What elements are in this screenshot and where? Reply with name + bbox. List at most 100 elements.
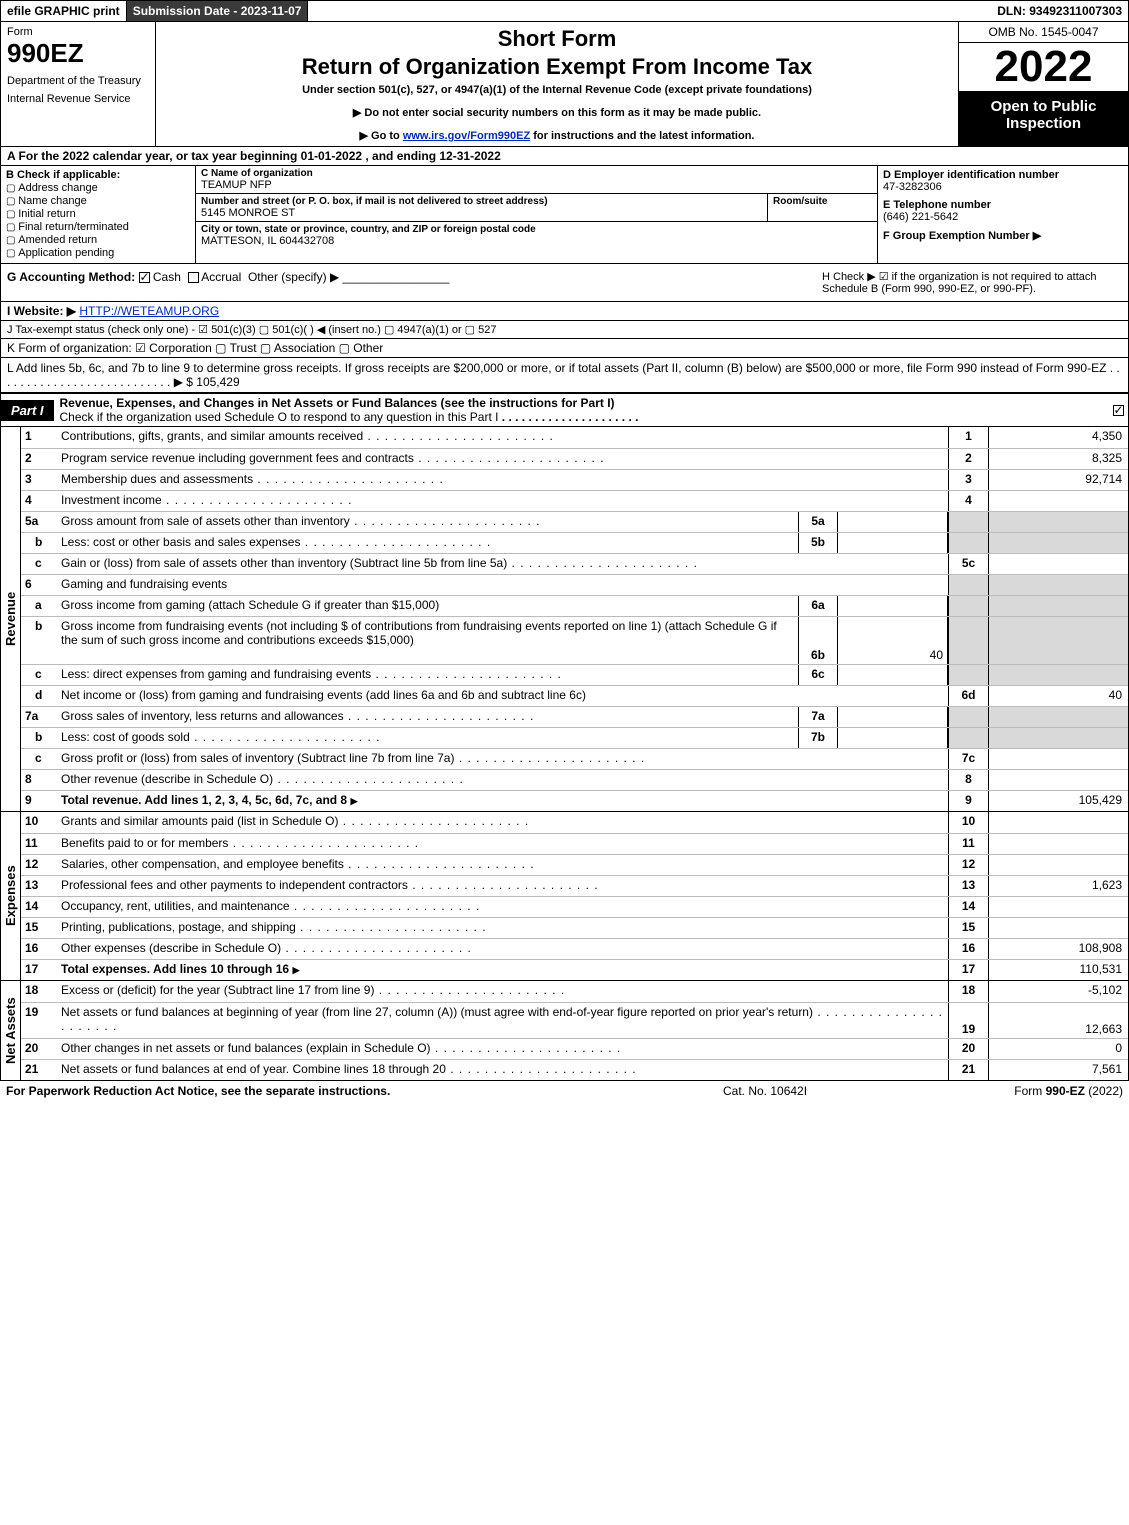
ln18-val: -5,102 [988, 981, 1128, 1002]
line-7a: 7aGross sales of inventory, less returns… [21, 706, 1128, 727]
line-7b: bLess: cost of goods sold7b [21, 727, 1128, 748]
ln6c-mv [838, 665, 948, 685]
ln19-rnum: 19 [948, 1003, 988, 1038]
line-6: 6Gaming and fundraising events [21, 574, 1128, 595]
dept-irs: Internal Revenue Service [7, 93, 149, 105]
ln18-rnum: 18 [948, 981, 988, 1002]
ln9-num: 9 [21, 791, 57, 811]
ln20-desc: Other changes in net assets or fund bala… [57, 1039, 948, 1059]
line-1: 1Contributions, gifts, grants, and simil… [21, 427, 1128, 448]
ln9-desc: Total revenue. Add lines 1, 2, 3, 4, 5c,… [57, 791, 948, 811]
ln17-val: 110,531 [988, 960, 1128, 980]
note-ssn: ▶ Do not enter social security numbers o… [162, 106, 952, 119]
revenue-lines: 1Contributions, gifts, grants, and simil… [21, 427, 1128, 811]
ln6a-rval [988, 596, 1128, 616]
ln6-rval [988, 575, 1128, 595]
ln20-rnum: 20 [948, 1039, 988, 1059]
ln16-desc: Other expenses (describe in Schedule O) [57, 939, 948, 959]
ln7a-mv [838, 707, 948, 727]
top-bar: efile GRAPHIC print Submission Date - 20… [1, 1, 1128, 22]
note-goto-post: for instructions and the latest informat… [530, 130, 754, 142]
ln6d-val: 40 [988, 686, 1128, 706]
revenue-section: Revenue 1Contributions, gifts, grants, a… [1, 427, 1128, 812]
ln6a-mv [838, 596, 948, 616]
spacer [308, 1, 991, 21]
revenue-vlabel: Revenue [1, 427, 21, 811]
ln15-desc: Printing, publications, postage, and shi… [57, 918, 948, 938]
ln11-desc: Benefits paid to or for members [57, 834, 948, 854]
form-title: Return of Organization Exempt From Incom… [162, 54, 952, 80]
line-20: 20Other changes in net assets or fund ba… [21, 1038, 1128, 1059]
line-13: 13Professional fees and other payments t… [21, 875, 1128, 896]
ln16-num: 16 [21, 939, 57, 959]
line-16: 16Other expenses (describe in Schedule O… [21, 938, 1128, 959]
ln5c-desc: Gain or (loss) from sale of assets other… [57, 554, 948, 574]
ln7a-desc: Gross sales of inventory, less returns a… [57, 707, 798, 727]
ein: 47-3282306 [883, 181, 1123, 193]
tel-label: E Telephone number [883, 199, 1123, 211]
ln21-val: 7,561 [988, 1060, 1128, 1080]
row-G-H: G Accounting Method: Cash Accrual Other … [1, 264, 1128, 301]
box-B: B Check if applicable: Address change Na… [1, 166, 196, 263]
chk-name-change: Name change [6, 195, 190, 207]
ln6a-desc: Gross income from gaming (attach Schedul… [57, 596, 798, 616]
chk-address-change: Address change [6, 182, 190, 194]
ln6c-desc: Less: direct expenses from gaming and fu… [57, 665, 798, 685]
ln6b-num: b [21, 617, 57, 664]
ln6b-rval [988, 617, 1128, 664]
line-3: 3Membership dues and assessments392,714 [21, 469, 1128, 490]
ln18-num: 18 [21, 981, 57, 1002]
line-5a: 5aGross amount from sale of assets other… [21, 511, 1128, 532]
chk-initial-return: Initial return [6, 208, 190, 220]
ln6b-rnum [948, 617, 988, 664]
ln7b-num: b [21, 728, 57, 748]
ln5a-desc: Gross amount from sale of assets other t… [57, 512, 798, 532]
city-row: City or town, state or province, country… [196, 222, 877, 263]
ln8-desc: Other revenue (describe in Schedule O) [57, 770, 948, 790]
line-8: 8Other revenue (describe in Schedule O)8 [21, 769, 1128, 790]
ln7c-rnum: 7c [948, 749, 988, 769]
line-17: 17Total expenses. Add lines 10 through 1… [21, 959, 1128, 980]
tax-year: 2022 [959, 43, 1128, 92]
line-15: 15Printing, publications, postage, and s… [21, 917, 1128, 938]
ln6c-num: c [21, 665, 57, 685]
line-2: 2Program service revenue including gover… [21, 448, 1128, 469]
org-name-row: C Name of organization TEAMUP NFP [196, 166, 877, 194]
ln3-val: 92,714 [988, 470, 1128, 490]
footer-cat: Cat. No. 10642I [723, 1084, 923, 1098]
ln6d-num: d [21, 686, 57, 706]
tel: (646) 221-5642 [883, 211, 1123, 223]
ln3-rnum: 3 [948, 470, 988, 490]
header-left: Form 990EZ Department of the Treasury In… [1, 22, 156, 146]
ln8-rnum: 8 [948, 770, 988, 790]
ln20-num: 20 [21, 1039, 57, 1059]
ln7c-desc: Gross profit or (loss) from sales of inv… [57, 749, 948, 769]
ln7b-mv [838, 728, 948, 748]
ln14-rnum: 14 [948, 897, 988, 917]
line-A: A For the 2022 calendar year, or tax yea… [1, 147, 1128, 166]
footer-left: For Paperwork Reduction Act Notice, see … [6, 1084, 723, 1098]
ln11-val [988, 834, 1128, 854]
website-link[interactable]: HTTP://WETEAMUP.ORG [79, 304, 219, 318]
ln17-rnum: 17 [948, 960, 988, 980]
line-5c: cGain or (loss) from sale of assets othe… [21, 553, 1128, 574]
addr: 5145 MONROE ST [201, 207, 767, 219]
ln5b-desc: Less: cost or other basis and sales expe… [57, 533, 798, 553]
expenses-vlabel: Expenses [1, 812, 21, 980]
irs-link[interactable]: www.irs.gov/Form990EZ [403, 130, 530, 142]
ln17-num: 17 [21, 960, 57, 980]
group-label: F Group Exemption Number ▶ [883, 229, 1123, 242]
ln4-val [988, 491, 1128, 511]
ln2-desc: Program service revenue including govern… [57, 449, 948, 469]
submission-date: Submission Date - 2023-11-07 [127, 1, 309, 21]
ln7a-rnum [948, 707, 988, 727]
ln6c-rval [988, 665, 1128, 685]
ln9-rnum: 9 [948, 791, 988, 811]
line-6d: dNet income or (loss) from gaming and fu… [21, 685, 1128, 706]
line-14: 14Occupancy, rent, utilities, and mainte… [21, 896, 1128, 917]
header-center: Short Form Return of Organization Exempt… [156, 22, 958, 146]
row-G: G Accounting Method: Cash Accrual Other … [7, 270, 822, 295]
ln13-num: 13 [21, 876, 57, 896]
ln7c-num: c [21, 749, 57, 769]
ln14-val [988, 897, 1128, 917]
